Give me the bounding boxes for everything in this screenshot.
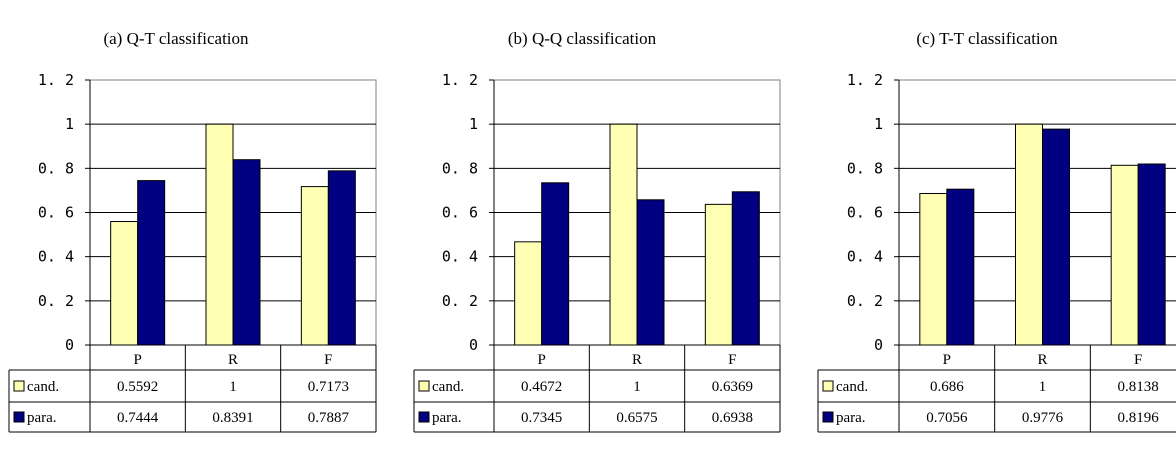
x-category-label: F — [324, 352, 332, 368]
data-label: 0.6938 — [712, 410, 753, 426]
legend-key-para — [13, 411, 25, 423]
data-label: 0.6575 — [616, 410, 657, 426]
y-tick-label: 0. 2 — [442, 292, 478, 310]
bar-para-r — [636, 199, 665, 346]
bar-cand-p — [919, 193, 948, 346]
chart-title: (a) Q-T classification — [103, 29, 249, 48]
chart-title: (b) Q-Q classification — [508, 29, 657, 48]
y-tick-label: 0. 8 — [38, 159, 74, 177]
data-label: 0.5592 — [117, 379, 158, 395]
data-label: 0.7173 — [308, 379, 349, 395]
chart-title: (c) T-T classification — [916, 29, 1058, 48]
bar-cand-f — [704, 203, 733, 346]
data-label: 0.686 — [930, 379, 964, 395]
data-label: 0.8391 — [212, 410, 253, 426]
legend-label: cand. — [27, 379, 59, 395]
y-tick-label: 1 — [65, 115, 74, 133]
x-category-label: P — [943, 352, 951, 368]
legend-label: para. — [836, 410, 866, 426]
bar-cand-r — [205, 123, 234, 346]
y-tick-label: 1. 2 — [847, 71, 883, 89]
y-tick-label: 0. 8 — [442, 159, 478, 177]
y-tick-label: 1 — [874, 115, 883, 133]
bar-cand-p — [110, 221, 139, 346]
x-category-label: R — [632, 352, 642, 368]
bar-cand-f — [1110, 164, 1139, 346]
x-category-label: F — [1134, 352, 1142, 368]
data-label: 0.7887 — [308, 410, 350, 426]
bar-cand-r — [1015, 123, 1043, 346]
y-tick-label: 0. 4 — [847, 248, 883, 266]
y-tick-label: 0 — [874, 336, 883, 354]
data-label: 0.6369 — [712, 379, 753, 395]
bar-para-f — [731, 191, 760, 346]
bar-para-r — [1042, 128, 1070, 346]
bar-cand-f — [300, 186, 329, 346]
legend-key-cand — [13, 380, 25, 392]
data-label: 1 — [229, 379, 237, 395]
bar-cand-r — [609, 123, 638, 346]
bar-para-f — [327, 170, 356, 346]
x-category-label: F — [728, 352, 736, 368]
legend-key-cand — [418, 380, 430, 392]
y-tick-label: 0. 8 — [847, 159, 883, 177]
legend-label: cand. — [836, 379, 868, 395]
data-label: 0.7056 — [926, 410, 968, 426]
legend-key-para — [822, 411, 834, 423]
legend-key-cand — [822, 380, 834, 392]
bar-para-p — [946, 188, 975, 346]
legend-label: cand. — [432, 379, 464, 395]
data-label: 0.7444 — [117, 410, 159, 426]
y-tick-label: 0 — [469, 336, 478, 354]
y-tick-label: 1. 2 — [442, 71, 478, 89]
data-label: 0.8138 — [1118, 379, 1159, 395]
y-tick-label: 0. 4 — [442, 248, 478, 266]
legend-label: para. — [27, 410, 57, 426]
legend-key-para — [418, 411, 430, 423]
data-label: 0.9776 — [1022, 410, 1064, 426]
y-tick-label: 0. 6 — [442, 204, 478, 222]
bar-cand-p — [514, 241, 543, 346]
data-label: 1 — [633, 379, 641, 395]
data-label: 0.4672 — [521, 379, 562, 395]
chart-panel-a: (a) Q-T classification 0 0. 2 0. 4 0. 6 0. 8 1… — [8, 29, 377, 433]
y-tick-label: 0. 2 — [847, 292, 883, 310]
x-category-label: P — [537, 352, 545, 368]
y-tick-label: 1. 2 — [38, 71, 74, 89]
bar-para-r — [232, 159, 261, 346]
x-category-label: R — [1037, 352, 1047, 368]
y-tick-label: 0. 4 — [38, 248, 74, 266]
bar-para-p — [137, 180, 166, 346]
data-label: 1 — [1039, 379, 1047, 395]
chart-panel-b: (b) Q-Q classification 0 0. 2 0. 4 0. 6 0. 8 1… — [413, 29, 781, 433]
y-tick-label: 0 — [65, 336, 74, 354]
x-category-label: R — [228, 352, 238, 368]
data-label: 0.7345 — [521, 410, 562, 426]
y-tick-label: 0. 2 — [38, 292, 74, 310]
data-label: 0.8196 — [1118, 410, 1160, 426]
legend-label: para. — [432, 410, 462, 426]
bar-para-f — [1137, 163, 1166, 346]
chart-panel-c: (c) T-T classification 0 0. 2 0. 4 0. 6 0. 8 1… — [817, 29, 1176, 433]
bar-para-p — [541, 182, 570, 346]
y-tick-label: 0. 6 — [847, 204, 883, 222]
y-tick-label: 0. 6 — [38, 204, 74, 222]
x-category-label: P — [133, 352, 141, 368]
y-tick-label: 1 — [469, 115, 478, 133]
